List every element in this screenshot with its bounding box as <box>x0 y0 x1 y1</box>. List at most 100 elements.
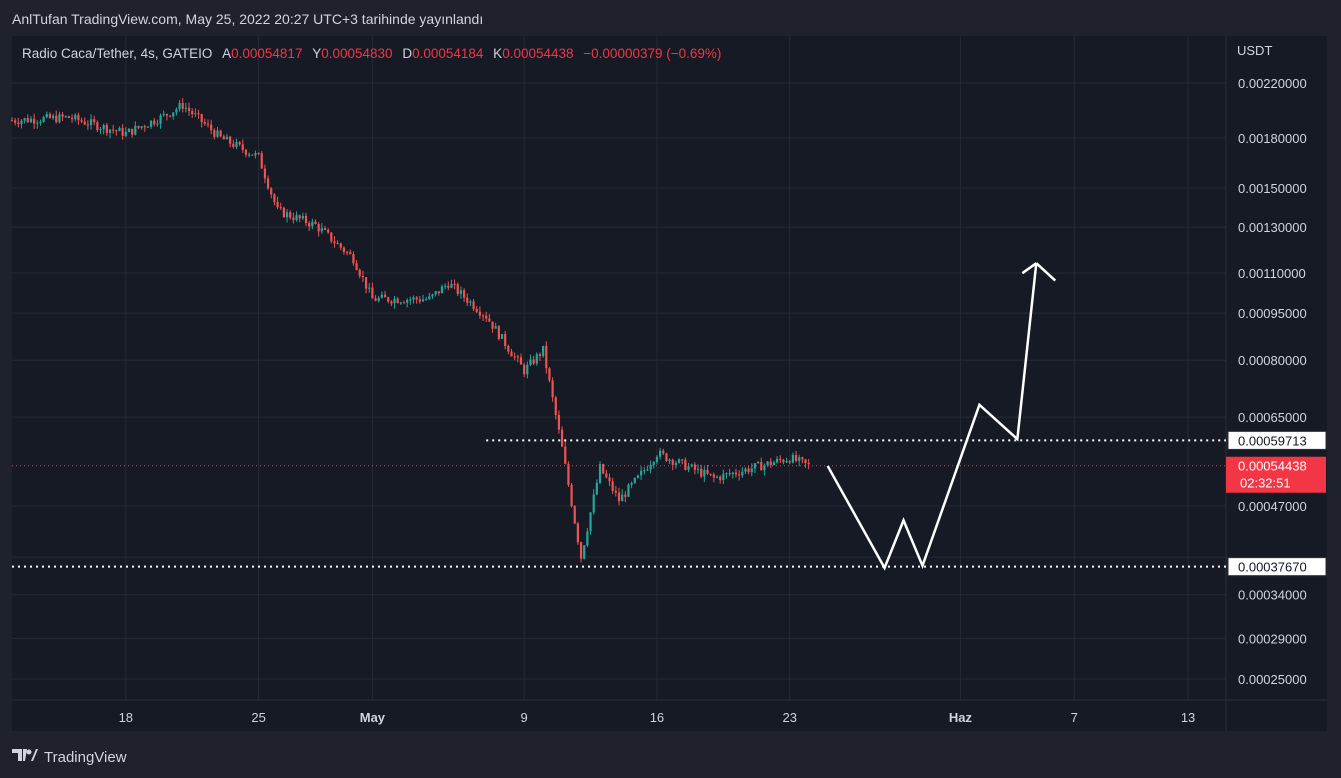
candle-body <box>462 290 466 298</box>
high-value: 0.00054830 <box>321 46 393 61</box>
candle-body <box>402 302 406 304</box>
candle-body <box>434 291 437 295</box>
candle-body <box>728 473 731 475</box>
candle-body <box>491 321 494 329</box>
candle-body <box>194 113 197 115</box>
publish-header: AnlTufan TradingView.com, May 25, 2022 2… <box>12 11 484 27</box>
candle-body <box>526 364 529 375</box>
candle-body <box>323 228 327 230</box>
candle-body <box>225 136 229 140</box>
candle-body <box>39 121 42 123</box>
candle-body <box>244 149 248 155</box>
candle-body <box>621 494 624 502</box>
candle-body <box>478 311 481 316</box>
support-label: 0.00037670 <box>1238 560 1307 575</box>
candle-body <box>453 283 456 285</box>
countdown-label: 02:32:51 <box>1240 476 1291 491</box>
candle-body <box>715 476 719 478</box>
candle-body <box>406 299 409 303</box>
candle-body <box>459 290 463 294</box>
candle-body <box>640 470 643 476</box>
candle-body <box>481 315 485 317</box>
candle-body <box>415 297 418 300</box>
y-tick-label: 0.00110000 <box>1238 266 1306 281</box>
candle-body <box>298 215 301 219</box>
candle-body <box>529 359 532 365</box>
candle-body <box>668 459 671 461</box>
candle-body <box>687 466 690 470</box>
projection-arrow-head-left <box>1021 262 1038 275</box>
candle-body <box>383 294 387 298</box>
support-badge <box>1227 557 1327 577</box>
candle-body <box>304 215 308 224</box>
candle-body <box>352 254 355 264</box>
candle-body <box>86 124 89 126</box>
candle-body <box>374 298 377 301</box>
candle-body <box>545 345 548 369</box>
footer[interactable]: TradingView <box>12 747 127 768</box>
candle-body <box>254 153 257 156</box>
candle-body <box>390 301 393 304</box>
candle-body <box>89 119 93 126</box>
candle-body <box>80 120 83 122</box>
candle-body <box>418 299 421 302</box>
candle-body <box>731 472 734 475</box>
candle-body <box>447 285 450 288</box>
candle-body <box>285 212 289 218</box>
candle-body <box>99 129 102 131</box>
candle-body <box>658 450 662 457</box>
candle-body <box>444 285 447 287</box>
candle-body <box>488 318 491 322</box>
candle-body <box>747 468 750 473</box>
y-tick-label: 0.00025000 <box>1238 672 1307 687</box>
low-key: D <box>402 46 413 61</box>
candle-body <box>165 113 169 116</box>
candle-body <box>361 275 365 278</box>
y-tick-label: 0.00029000 <box>1238 631 1307 646</box>
candle-body <box>36 122 39 124</box>
candle-body <box>396 298 399 304</box>
projection-path <box>826 263 1038 571</box>
candle-body <box>301 215 304 219</box>
candle-body <box>282 207 285 218</box>
candle-body <box>564 446 567 464</box>
candle-body <box>719 476 722 481</box>
candle-body <box>472 301 475 310</box>
candle-body <box>124 131 127 136</box>
close-key: K <box>493 46 503 61</box>
candle-body <box>112 129 115 131</box>
x-tick-label: 18 <box>119 710 133 725</box>
candle-body <box>238 141 241 145</box>
candle-body <box>187 107 191 111</box>
candle-body <box>295 215 298 221</box>
x-tick-label: 23 <box>782 710 796 725</box>
candle-body <box>466 297 469 303</box>
x-tick-label: 16 <box>650 710 664 725</box>
candle-body <box>766 461 769 466</box>
candle-body <box>210 124 213 131</box>
candle-body <box>674 462 678 465</box>
candle-body <box>700 468 703 477</box>
candle-body <box>399 302 402 304</box>
candle-body <box>45 113 48 118</box>
candle-body <box>602 464 605 474</box>
candle-body <box>523 364 526 375</box>
candle-body <box>567 463 570 485</box>
candle-body <box>548 368 551 381</box>
candle-body <box>134 125 137 135</box>
tradingview-logo-icon <box>12 747 38 768</box>
candle-body <box>317 224 320 232</box>
candle-body <box>741 471 744 476</box>
candle-body <box>14 120 17 123</box>
chart-frame[interactable] <box>12 36 1327 731</box>
y-tick-label: 0.00034000 <box>1238 588 1307 603</box>
footer-brand: TradingView <box>44 749 127 766</box>
candle-body <box>696 468 700 470</box>
candle-body <box>649 465 652 470</box>
candle-body <box>339 243 342 248</box>
candle-body <box>665 453 668 461</box>
candle-body <box>150 120 153 127</box>
candle-body <box>162 113 165 116</box>
candle-body <box>440 286 444 294</box>
